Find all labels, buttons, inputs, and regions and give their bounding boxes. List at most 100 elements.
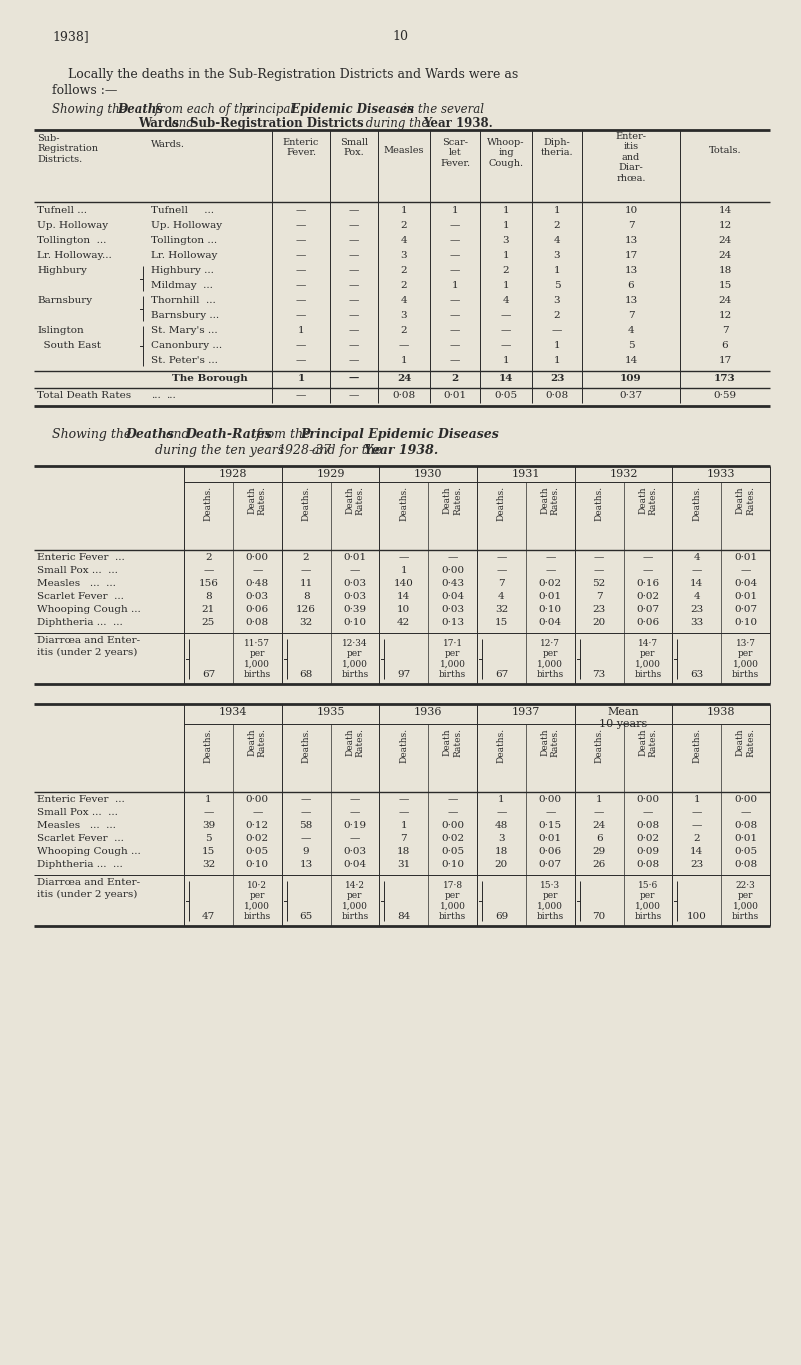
Text: 68: 68	[300, 670, 312, 678]
Text: —: —	[252, 808, 263, 818]
Text: 23: 23	[690, 860, 703, 870]
Text: —: —	[501, 311, 511, 319]
Text: —: —	[594, 566, 604, 575]
Text: 0·00: 0·00	[636, 794, 659, 804]
Text: 100: 100	[686, 912, 706, 921]
Text: 1: 1	[553, 206, 561, 216]
Text: 0·08: 0·08	[392, 390, 416, 400]
Text: 17: 17	[624, 251, 638, 259]
Text: Up. Holloway: Up. Holloway	[151, 221, 222, 229]
Text: —: —	[350, 808, 360, 818]
Text: 4: 4	[400, 296, 408, 304]
Text: 0·15: 0·15	[539, 820, 562, 830]
Text: Death
Rates.: Death Rates.	[443, 728, 462, 758]
Text: 29: 29	[593, 848, 606, 856]
Text: Islington: Islington	[37, 326, 84, 334]
Text: 6: 6	[596, 834, 602, 844]
Text: Tollington ...: Tollington ...	[151, 236, 217, 244]
Text: 52: 52	[593, 579, 606, 588]
Text: 58: 58	[300, 820, 312, 830]
Text: —: —	[450, 356, 461, 364]
Text: 2: 2	[400, 281, 408, 289]
Text: 6: 6	[628, 281, 634, 289]
Text: 0·13: 0·13	[441, 618, 464, 627]
Text: 0·00: 0·00	[441, 566, 464, 575]
Text: 0·04: 0·04	[344, 860, 367, 870]
Text: 0·03: 0·03	[344, 848, 367, 856]
Text: 0·00: 0·00	[539, 794, 562, 804]
Text: 48: 48	[495, 820, 508, 830]
Text: —: —	[450, 266, 461, 274]
Text: 1: 1	[694, 794, 700, 804]
Text: 126: 126	[296, 605, 316, 614]
Text: Deaths.: Deaths.	[497, 486, 506, 521]
Text: —: —	[450, 341, 461, 349]
Text: 23: 23	[690, 605, 703, 614]
Text: —: —	[296, 206, 306, 216]
Text: 1928–37: 1928–37	[277, 444, 332, 457]
Text: from each of the: from each of the	[151, 102, 257, 116]
Text: Epidemic Diseases: Epidemic Diseases	[287, 102, 414, 116]
Text: Enteric Fever  ...: Enteric Fever ...	[37, 553, 125, 562]
Text: Tufnell     ...: Tufnell ...	[151, 206, 214, 216]
Text: —: —	[348, 296, 359, 304]
Text: 24: 24	[718, 251, 731, 259]
Text: 1: 1	[596, 794, 602, 804]
Text: Death
Rates.: Death Rates.	[443, 486, 462, 515]
Text: 0·02: 0·02	[539, 579, 562, 588]
Text: 0·10: 0·10	[539, 605, 562, 614]
Text: 7: 7	[722, 326, 728, 334]
Text: 0·12: 0·12	[246, 820, 269, 830]
Text: Small
Pox.: Small Pox.	[340, 138, 368, 157]
Text: 1: 1	[498, 794, 505, 804]
Text: 0·01: 0·01	[539, 834, 562, 844]
Text: 20: 20	[593, 618, 606, 627]
Text: 0·05: 0·05	[441, 848, 464, 856]
Text: Up. Holloway: Up. Holloway	[37, 221, 108, 229]
Text: 14·7
per
1,000
births: 14·7 per 1,000 births	[634, 639, 662, 680]
Text: 140: 140	[394, 579, 413, 588]
Text: 1935: 1935	[316, 707, 344, 717]
Text: 0·37: 0·37	[619, 390, 642, 400]
Text: 2: 2	[503, 266, 509, 274]
Text: —: —	[348, 311, 359, 319]
Text: Deaths.: Deaths.	[204, 486, 213, 521]
Text: —: —	[399, 794, 409, 804]
Text: 2: 2	[400, 266, 408, 274]
Text: Death
Rates.: Death Rates.	[541, 728, 560, 758]
Text: 0·05: 0·05	[246, 848, 269, 856]
Text: 13: 13	[624, 266, 638, 274]
Text: 0·04: 0·04	[734, 579, 757, 588]
Text: 10: 10	[392, 30, 408, 44]
Text: 15: 15	[495, 618, 508, 627]
Text: 2: 2	[205, 553, 211, 562]
Text: Showing the: Showing the	[52, 429, 135, 441]
Text: —: —	[497, 808, 506, 818]
Text: 1932: 1932	[610, 470, 638, 479]
Text: 5: 5	[553, 281, 561, 289]
Text: from the: from the	[252, 429, 314, 441]
Text: 32: 32	[495, 605, 508, 614]
Text: 12·34
per
1,000
births: 12·34 per 1,000 births	[341, 639, 368, 680]
Text: Death
Rates.: Death Rates.	[345, 728, 364, 758]
Text: Small Pox ...  ...: Small Pox ... ...	[37, 566, 118, 575]
Text: 0·05: 0·05	[494, 390, 517, 400]
Text: Diarrœa and Enter-: Diarrœa and Enter-	[37, 636, 140, 646]
Text: 7: 7	[628, 221, 634, 229]
Text: Measles   ...  ...: Measles ... ...	[37, 579, 116, 588]
Text: 84: 84	[397, 912, 410, 921]
Text: 0·00: 0·00	[246, 553, 269, 562]
Text: 17·1
per
1,000
births: 17·1 per 1,000 births	[439, 639, 466, 680]
Text: Death
Rates.: Death Rates.	[736, 486, 755, 515]
Text: 1: 1	[503, 356, 509, 364]
Text: 20: 20	[495, 860, 508, 870]
Text: —: —	[348, 251, 359, 259]
Text: 25: 25	[202, 618, 215, 627]
Text: —: —	[545, 553, 555, 562]
Text: 0·02: 0·02	[636, 834, 659, 844]
Text: Diph-
theria.: Diph- theria.	[541, 138, 574, 157]
Text: 15·3
per
1,000
births: 15·3 per 1,000 births	[537, 880, 564, 921]
Text: 7: 7	[498, 579, 505, 588]
Text: 21: 21	[202, 605, 215, 614]
Text: Total Death Rates: Total Death Rates	[37, 390, 131, 400]
